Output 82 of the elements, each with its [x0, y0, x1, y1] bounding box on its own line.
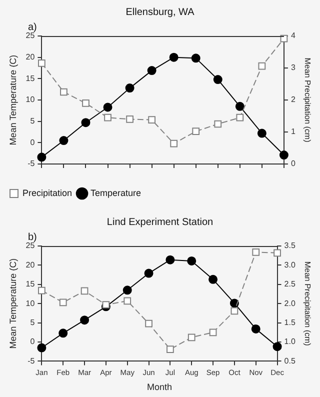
- y2-axis-title: Mean Precipitation (cm): [302, 58, 312, 143]
- legend-label: Temperature: [90, 188, 142, 198]
- point: [279, 150, 288, 160]
- y-tick-label: -5: [28, 159, 36, 168]
- point: [251, 324, 260, 334]
- y2-tick-label: 0.5: [284, 356, 296, 366]
- y2-tick-label: 3.0: [284, 260, 296, 270]
- point: [208, 274, 218, 284]
- point: [148, 116, 156, 124]
- point: [60, 88, 68, 96]
- point: [37, 152, 46, 162]
- point: [81, 118, 90, 128]
- point: [80, 287, 88, 295]
- y2-tick-label: 2: [290, 95, 296, 104]
- point: [257, 128, 266, 138]
- point: [144, 268, 154, 278]
- y2-tick-label: 0: [290, 159, 296, 168]
- point: [37, 343, 46, 352]
- point: [230, 307, 238, 315]
- text: b): [28, 232, 37, 243]
- y-axis-title: Mean Temperature (C): [8, 54, 18, 146]
- point: [126, 116, 134, 123]
- point: [80, 316, 90, 325]
- point: [145, 320, 152, 328]
- point: [188, 334, 196, 342]
- point: [236, 114, 244, 122]
- legend-label: Precipitation: [22, 188, 72, 198]
- y-tick-label: 25: [26, 31, 36, 40]
- point: [59, 298, 67, 306]
- point: [103, 102, 112, 112]
- point: [170, 140, 178, 148]
- point: [214, 120, 222, 128]
- point: [274, 249, 281, 257]
- point: [166, 346, 174, 353]
- y-tick-label: 0: [30, 337, 36, 346]
- point: [38, 60, 46, 67]
- y-tick-label: 15: [26, 280, 36, 289]
- point: [58, 328, 68, 338]
- point: [235, 102, 244, 111]
- y-tick-label: 5: [30, 116, 36, 126]
- point: [104, 114, 112, 122]
- point: [102, 301, 110, 308]
- point: [124, 297, 132, 305]
- y2-axis-title: Mean Precipitation (cm): [302, 261, 312, 346]
- y-tick-label: -5: [28, 356, 36, 366]
- point: [187, 256, 196, 266]
- y-tick-label: 20: [26, 52, 36, 62]
- point: [125, 84, 134, 93]
- point: [191, 54, 200, 63]
- chart-title: Ellensburg, WA: [126, 6, 195, 18]
- point: [147, 66, 156, 76]
- y2-tick-label: 3.5: [284, 241, 296, 250]
- y2-tick-label: 2.5: [284, 280, 296, 289]
- point: [169, 52, 178, 62]
- y-axis-title: Mean Temperature (C): [8, 258, 18, 349]
- y-tick-label: 0: [30, 138, 36, 147]
- y2-tick-label: 1.5: [284, 318, 296, 328]
- point: [122, 286, 132, 295]
- text: a): [28, 22, 37, 33]
- y2-tick-label: 2.0: [284, 298, 296, 308]
- point: [258, 62, 266, 70]
- y2-tick-label: 3: [290, 63, 296, 72]
- point: [213, 75, 222, 84]
- point: [59, 136, 68, 146]
- y-tick-label: 25: [26, 241, 36, 250]
- y-tick-label: 5: [30, 318, 36, 328]
- y-tick-label: 15: [26, 74, 36, 83]
- chart-title: Lind Experiment Station: [106, 216, 214, 228]
- point: [272, 342, 282, 352]
- y-tick-label: 10: [26, 95, 36, 104]
- point: [209, 328, 217, 336]
- y2-tick-label: 1: [290, 127, 296, 136]
- point: [38, 286, 46, 294]
- point: [252, 248, 260, 256]
- y2-tick-label: 4: [290, 31, 296, 40]
- y-tick-label: 20: [26, 260, 36, 270]
- point: [82, 100, 90, 107]
- y-tick-label: 10: [26, 298, 36, 308]
- point: [192, 128, 200, 136]
- x-axis-title: Month: [146, 382, 172, 392]
- y2-tick-label: 1.0: [284, 337, 296, 346]
- point: [166, 255, 175, 264]
